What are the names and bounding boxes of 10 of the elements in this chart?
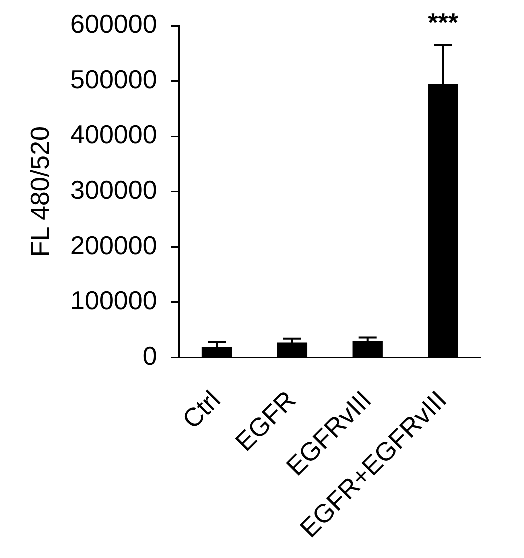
x-tick-label: Ctrl [176, 384, 226, 435]
y-tick-label: 200000 [70, 230, 158, 260]
y-tick-label: 100000 [70, 286, 158, 316]
y-tick-label: 600000 [70, 9, 158, 40]
y-axis-title: FL 480/520 [24, 126, 55, 258]
y-tick-label: 0 [142, 340, 158, 371]
y-tick-label: 500000 [70, 64, 158, 94]
y-tick-label: 300000 [70, 175, 158, 206]
y-tick-label: 400000 [70, 120, 158, 150]
annotation: *** [428, 7, 460, 38]
